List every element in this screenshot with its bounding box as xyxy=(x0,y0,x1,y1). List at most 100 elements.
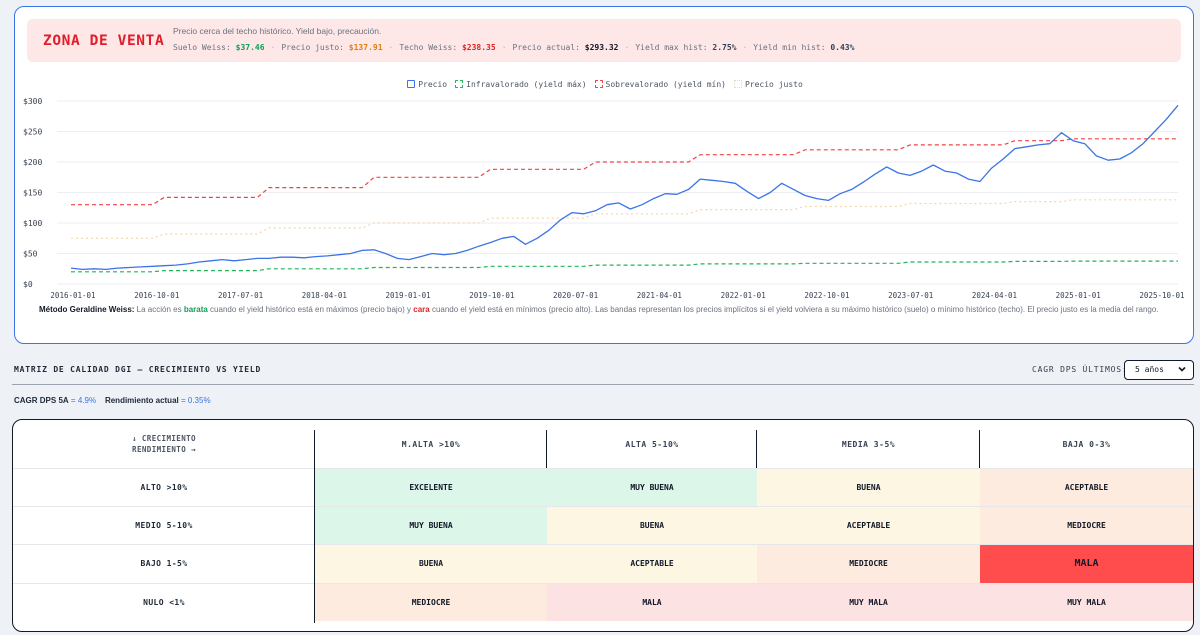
metric-label: Yield max hist: xyxy=(635,43,713,52)
matrix-cell[interactable]: ACEPTABLE xyxy=(980,468,1193,506)
matrix-cell-current[interactable]: MALA xyxy=(980,544,1193,583)
legend-label: Sobrevalorado (yield mín) xyxy=(605,80,726,89)
method-label: Método Geraldine Weiss: xyxy=(39,305,135,314)
legend-label: Infravalorado (yield máx) xyxy=(466,80,587,89)
price-chart: $0 $50 $100 $150 $200 $250 $300 2016-01-01 2016-… xyxy=(23,97,1185,299)
zone-metric: Yield min hist: 0.43% xyxy=(753,43,854,52)
matrix-cell[interactable]: BUENA xyxy=(757,468,980,506)
cagr-period-value: 5 años xyxy=(1135,365,1164,374)
matrix-cell[interactable]: EXCELENTE xyxy=(315,468,547,506)
cagr-period-select[interactable]: 5 años xyxy=(1124,360,1194,380)
method-text: La acción es xyxy=(134,305,184,314)
quality-matrix: ↓ CRECIMIENTO RENDIMIENTO → M.ALTA >10% ALT… xyxy=(12,419,1194,632)
y-tick-label: $100 xyxy=(23,219,42,228)
x-tick-label: 2024-04-01 xyxy=(972,291,1017,299)
legend-swatch xyxy=(455,80,464,88)
zone-metric: Precio justo: $137.91 xyxy=(281,43,382,52)
column-divider xyxy=(314,430,315,623)
y-tick-label: $200 xyxy=(23,158,42,167)
cagr-period-label: CAGR DPS ÚLTIMOS: xyxy=(1032,365,1128,374)
section-divider xyxy=(12,384,1194,385)
matrix-row-label: ALTO >10% xyxy=(140,482,188,492)
y-tick-label: $150 xyxy=(23,189,42,198)
matrix-cell[interactable]: MEDIOCRE xyxy=(315,583,547,621)
y-tick-label: $50 xyxy=(23,250,38,259)
metric-value: $238.35 xyxy=(461,43,496,52)
valuation-chart-panel: ZONA DE VENTA Precio cerca del techo his… xyxy=(14,6,1194,344)
series-line-infravalorado xyxy=(71,260,1178,273)
column-divider xyxy=(546,430,547,468)
x-tick-label: 2025-10-01 xyxy=(1139,291,1184,299)
metric-value: $137.91 xyxy=(348,43,383,52)
x-tick-label: 2022-10-01 xyxy=(804,291,849,299)
metric-separator: · xyxy=(501,43,507,52)
sell-zone-alert: ZONA DE VENTA Precio cerca del techo his… xyxy=(27,19,1181,62)
metric-value: $37.46 xyxy=(235,43,265,52)
matrix-cell[interactable]: ACEPTABLE xyxy=(757,506,980,544)
metric-label: Yield min hist: xyxy=(753,43,831,52)
header-divider xyxy=(13,468,1193,469)
x-tick-label: 2023-07-01 xyxy=(888,291,933,299)
zone-metrics: Suelo Weiss: $37.46 · Precio justo: $137.9… xyxy=(173,43,854,52)
column-divider xyxy=(979,430,980,468)
matrix-column-header: ALTA 5-10% xyxy=(625,439,679,449)
series-line-sobrevalorado xyxy=(71,138,1178,206)
matrix-row-label: MEDIO 5-10% xyxy=(135,520,193,530)
legend-swatch xyxy=(733,80,742,88)
column-divider xyxy=(756,430,757,468)
x-tick-label: 2019-10-01 xyxy=(469,291,514,299)
metric-separator: · xyxy=(388,43,394,52)
stat-yield-label: Rendimiento actual xyxy=(104,396,179,405)
method-text: cuando el yield histórico está en máximo… xyxy=(207,305,414,314)
x-tick-label: 2017-07-01 xyxy=(218,291,263,299)
method-note: Método Geraldine Weiss: La acción es bar… xyxy=(39,303,1174,316)
zone-metric: Suelo Weiss: $37.46 xyxy=(173,43,265,52)
metric-label: Techo Weiss: xyxy=(399,43,462,52)
legend-swatch xyxy=(407,80,416,88)
legend-item[interactable]: Precio xyxy=(407,80,447,89)
matrix-cell[interactable]: BUENA xyxy=(315,544,547,583)
corner-growth-label: ↓ CRECIMIENTO xyxy=(132,434,196,443)
y-tick-label: $0 xyxy=(23,280,33,289)
row-divider xyxy=(13,544,1193,545)
zone-subtitle: Precio cerca del techo histórico. Yield … xyxy=(173,26,382,36)
x-tick-label: 2016-01-01 xyxy=(50,291,95,299)
x-tick-label: 2025-01-01 xyxy=(1056,291,1101,299)
x-tick-label: 2021-04-01 xyxy=(637,291,682,299)
zone-title: ZONA DE VENTA xyxy=(43,33,165,49)
matrix-cell[interactable]: MUY MALA xyxy=(757,583,980,621)
legend-item[interactable]: Infravalorado (yield máx) xyxy=(455,80,587,89)
matrix-cell[interactable]: MUY BUENA xyxy=(547,468,757,506)
matrix-row-label: NULO <1% xyxy=(143,597,185,607)
y-tick-label: $250 xyxy=(23,128,42,137)
current-stats: CAGR DPS 5A = 4.9% Rendimiento actual = … xyxy=(14,396,211,405)
metric-separator: · xyxy=(742,43,748,52)
matrix-cell[interactable]: MUY BUENA xyxy=(315,506,547,544)
matrix-column-header: M.ALTA >10% xyxy=(401,439,461,449)
matrix-cell[interactable]: MEDIOCRE xyxy=(980,506,1193,544)
x-tick-label: 2018-04-01 xyxy=(302,291,347,299)
matrix-cell[interactable]: MUY MALA xyxy=(980,583,1193,621)
matrix-cell[interactable]: MALA xyxy=(547,583,757,621)
metric-value: $293.32 xyxy=(584,43,619,52)
x-tick-label: 2016-10-01 xyxy=(134,291,179,299)
row-divider xyxy=(13,583,1193,584)
stat-cagr-label: CAGR DPS 5A xyxy=(14,396,69,405)
x-tick-label: 2020-07-01 xyxy=(553,291,598,299)
stat-cagr-value: = 4.9% xyxy=(70,396,97,405)
legend-label: Precio xyxy=(418,80,448,89)
metric-value: 0.43% xyxy=(830,43,855,52)
legend-item[interactable]: Sobrevalorado (yield mín) xyxy=(594,80,726,89)
matrix-cell[interactable]: MEDIOCRE xyxy=(757,544,980,583)
method-expensive: cara xyxy=(413,305,430,314)
matrix-row-label: BAJO 1-5% xyxy=(140,559,188,568)
matrix-title: MATRIZ DE CALIDAD DGI — CRECIMIENTO VS Y… xyxy=(14,365,262,374)
matrix-cell[interactable]: BUENA xyxy=(547,506,757,544)
matrix-cell[interactable]: ACEPTABLE xyxy=(547,544,757,583)
metric-value: 2.75% xyxy=(712,43,737,52)
metric-label: Precio justo: xyxy=(281,43,349,52)
series-line-precio xyxy=(71,199,1178,239)
y-tick-label: $300 xyxy=(23,97,42,106)
matrix-corner: ↓ CRECIMIENTO RENDIMIENTO → xyxy=(13,420,315,468)
legend-item[interactable]: Precio justo xyxy=(733,80,803,89)
